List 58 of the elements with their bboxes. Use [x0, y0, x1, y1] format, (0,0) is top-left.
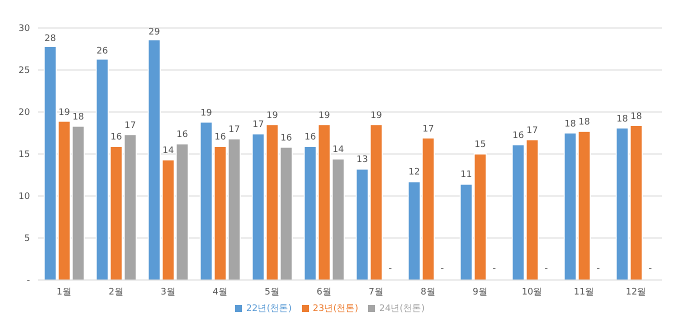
data-label: 18	[630, 112, 642, 122]
y-tick-label: -	[26, 276, 30, 286]
data-label: 18	[564, 119, 576, 130]
y-tick-label: 10	[18, 192, 30, 202]
text: -	[544, 264, 548, 274]
data-label: 16	[280, 133, 292, 144]
data-label: 15	[474, 140, 486, 150]
x-tick-label: 12월	[626, 287, 646, 298]
data-label: 26	[96, 46, 108, 57]
x-tick-label: 8월	[420, 287, 436, 298]
x-tick-label: 3월	[160, 287, 176, 298]
data-label: 16	[512, 130, 524, 141]
data-label: 14	[162, 146, 174, 156]
x-tick-label: 1월	[56, 287, 72, 298]
data-label: 17	[252, 120, 264, 130]
x-tick-label: 10월	[522, 287, 542, 298]
data-label: 16	[304, 132, 316, 143]
text: -	[648, 264, 652, 274]
text: -	[440, 264, 444, 274]
data-label: 11	[460, 170, 472, 180]
data-label: 16	[176, 130, 188, 140]
data-label: 12	[408, 167, 420, 178]
data-label: 19	[318, 111, 330, 122]
x-tick-label: 9월	[472, 287, 488, 298]
y-tick-label: 5	[24, 234, 30, 244]
data-label: 14	[332, 144, 344, 155]
data-label: 18	[72, 112, 84, 123]
x-tick-label: 7월	[368, 287, 384, 298]
data-label: 17	[422, 124, 434, 134]
data-label: 17	[526, 126, 538, 136]
data-label: 17	[124, 120, 136, 131]
data-label: 19	[370, 111, 382, 122]
data-label: 16	[110, 132, 122, 143]
x-tick-label: 5월	[264, 287, 280, 298]
data-label: 18	[616, 114, 628, 124]
data-label: 19	[200, 108, 212, 119]
x-tick-label: 2월	[108, 287, 124, 298]
x-tick-label: 6월	[316, 287, 332, 298]
data-label: 28	[44, 34, 56, 44]
data-label: 18	[578, 118, 590, 128]
legend-label: 22년(천톤)	[246, 304, 292, 314]
legend-label: 23년(천톤)	[312, 304, 358, 314]
data-label: 29	[148, 28, 160, 38]
data-label: 19	[58, 108, 70, 118]
data-label: 13	[356, 154, 368, 165]
x-tick-label: 4월	[212, 287, 228, 298]
legend-label: 24년(천톤)	[379, 304, 425, 314]
data-label: 17	[228, 125, 240, 136]
text: -	[492, 264, 496, 274]
y-tick-label: 25	[18, 66, 30, 76]
y-tick-label: 20	[18, 108, 30, 118]
data-label: 19	[266, 111, 278, 122]
y-tick-label: 15	[18, 150, 30, 160]
text: -	[388, 264, 392, 274]
data-label: 16	[214, 132, 226, 143]
text: -	[596, 264, 600, 274]
x-tick-label: 11월	[574, 287, 594, 298]
y-tick-label: 30	[18, 24, 30, 34]
